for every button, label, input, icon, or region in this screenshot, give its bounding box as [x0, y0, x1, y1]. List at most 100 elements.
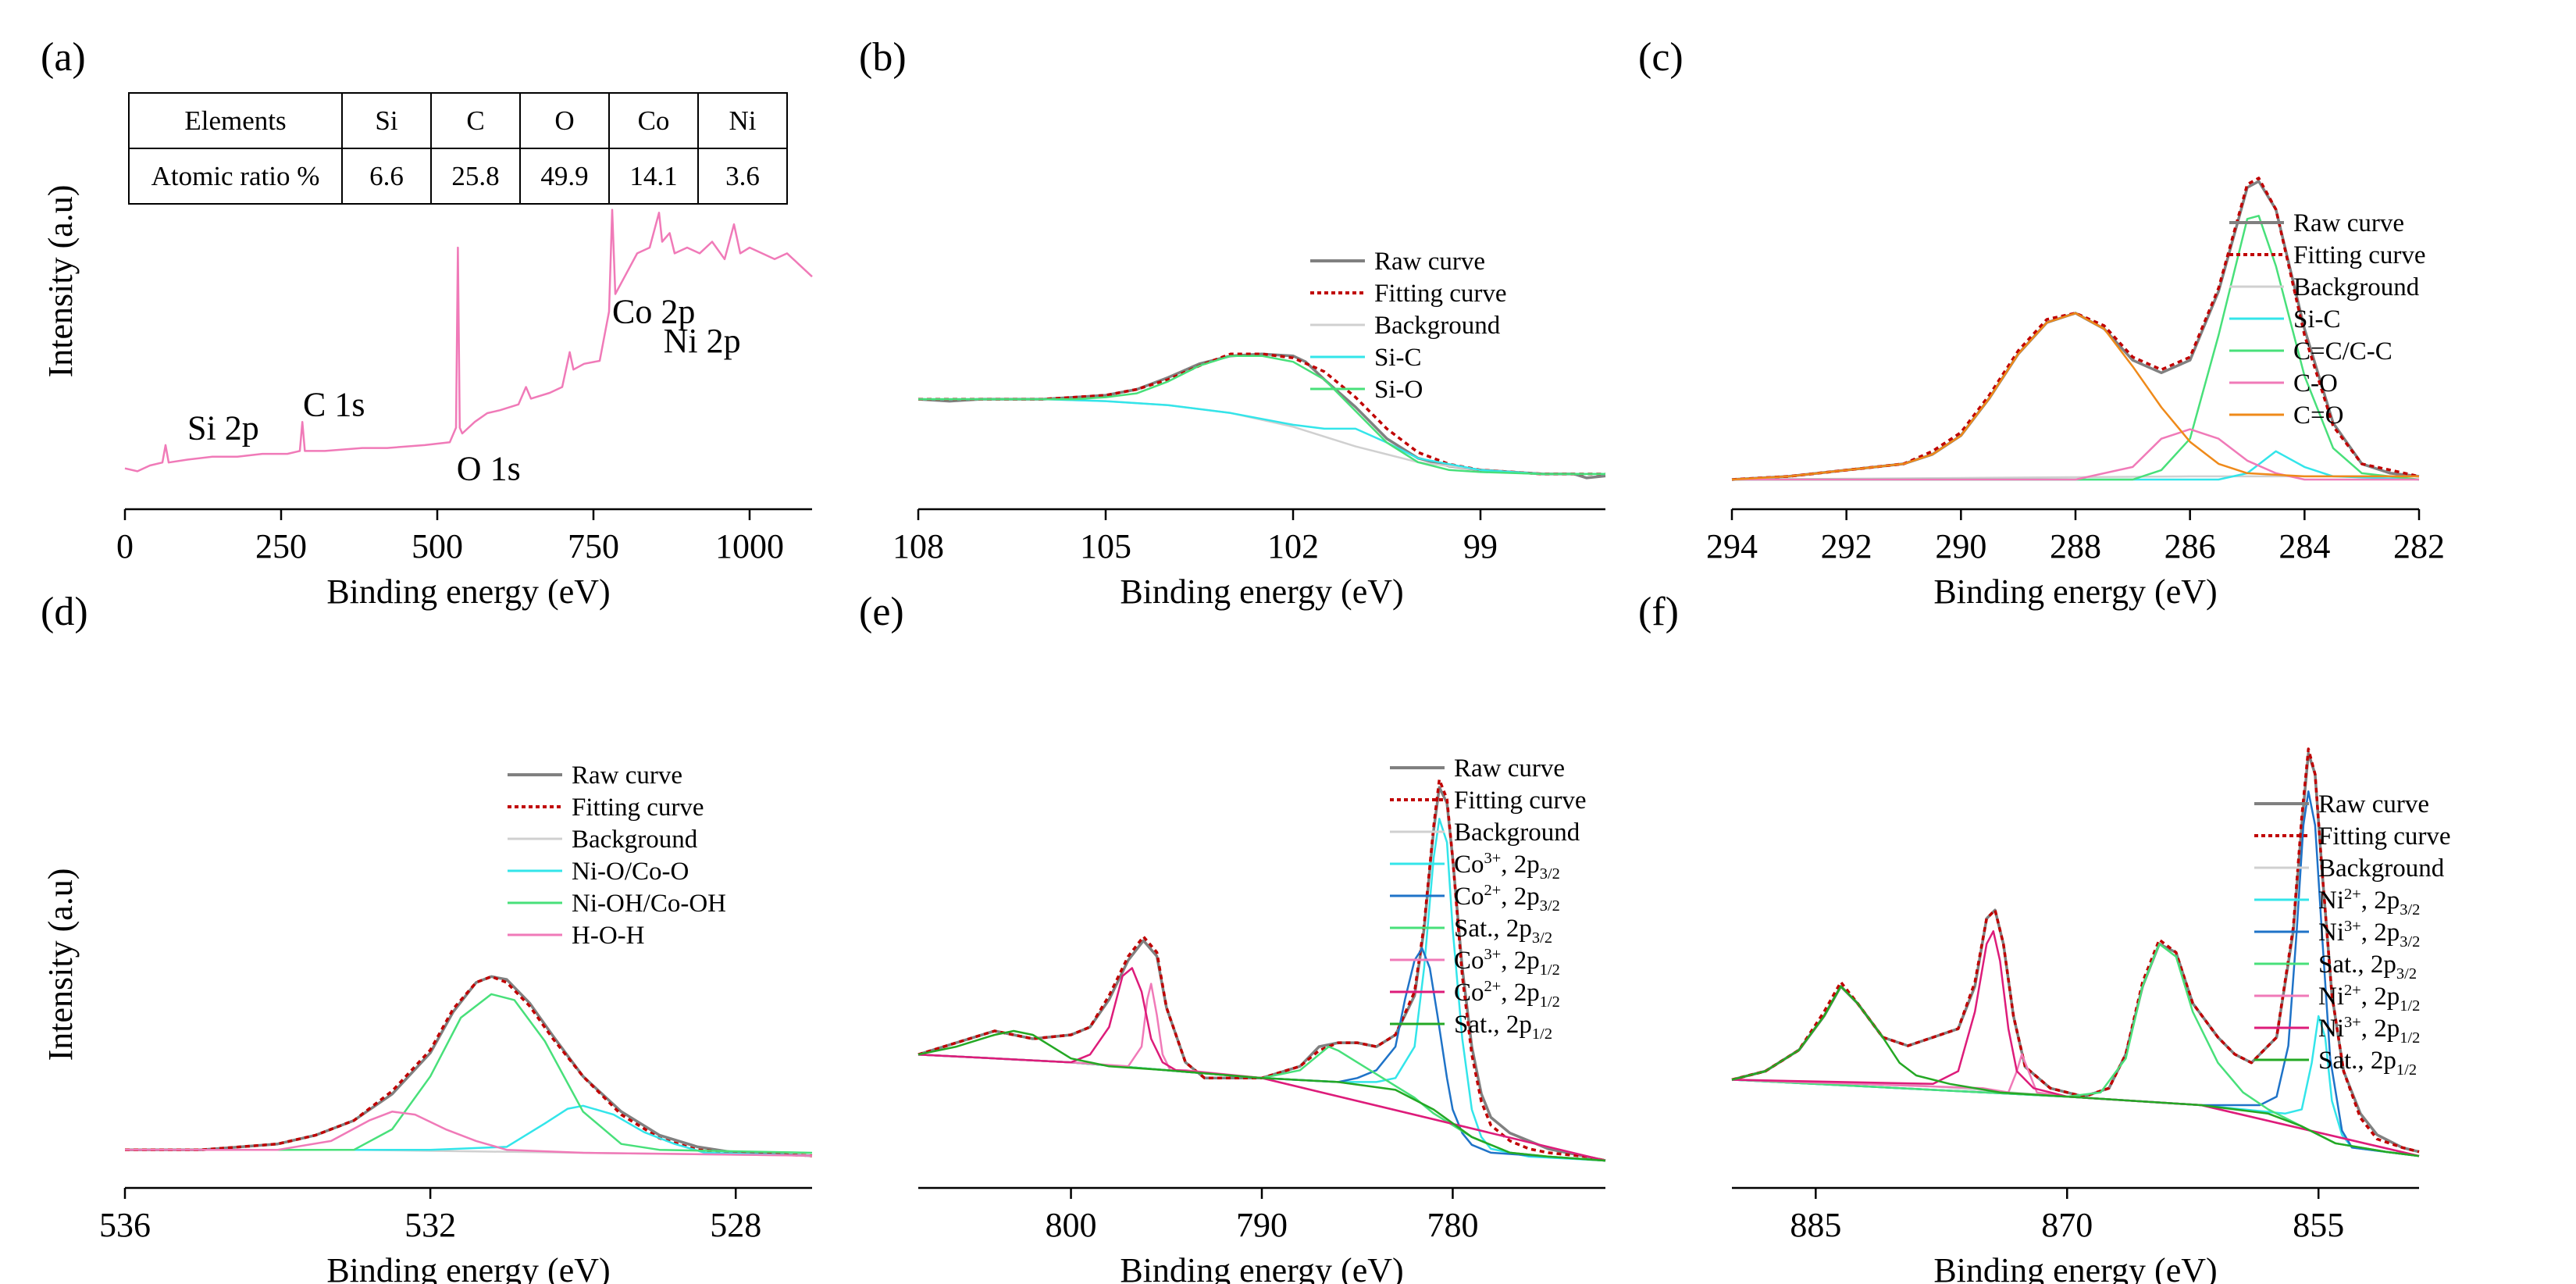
legend: Raw curve Fitting curve Background Co3+, 2p…	[1390, 754, 1587, 1043]
x-tick-label: 800	[1046, 1206, 1097, 1244]
series-line	[917, 352, 1606, 480]
x-tick-label: 870	[2041, 1206, 2093, 1244]
legend: Raw curve Fitting curve Background Ni-O/Co-…	[508, 761, 726, 950]
legend-label: Co3+, 2p3/2	[1454, 850, 1560, 883]
legend-label: Raw curve	[2293, 209, 2404, 237]
series-line	[917, 1053, 1606, 1162]
legend: Raw curve Fitting curve Background Ni2+, 2p…	[2254, 790, 2451, 1079]
series-line	[1731, 930, 2420, 1157]
x-tick-label: 250	[255, 527, 307, 565]
series-line	[917, 1045, 1606, 1162]
legend-label: Ni2+, 2p3/2	[2318, 886, 2420, 918]
table-cell: 14.1	[608, 148, 699, 205]
table-cell: Co	[608, 92, 699, 149]
series-line	[1731, 985, 2420, 1157]
panel-label: (e)	[859, 590, 904, 634]
panel-label: (c)	[1638, 35, 1683, 80]
x-tick-label: 108	[893, 527, 944, 565]
table-cell: O	[519, 92, 610, 149]
panel-label: (b)	[859, 35, 907, 80]
panel-d: (d) 536 532 528 Binding energy (eV) Intensity…	[41, 590, 813, 1284]
series-line	[125, 1104, 813, 1157]
series-line	[1731, 747, 2420, 1154]
peak-annotation: O 1s	[457, 450, 521, 488]
series-line	[918, 398, 1605, 476]
x-tick-label: 284	[2278, 527, 2330, 565]
legend-label: Fitting curve	[2293, 241, 2426, 269]
series-line	[1731, 790, 2420, 1157]
legend-label: C-O	[2293, 369, 2338, 398]
legend-label: Co2+, 2p3/2	[1454, 882, 1560, 915]
series-line	[1732, 215, 2420, 481]
series-line	[125, 975, 813, 1157]
series-line	[1731, 1015, 2420, 1157]
x-tick-label: 292	[1821, 527, 1872, 565]
series-line	[125, 1111, 813, 1157]
x-tick-label: 1000	[715, 527, 784, 565]
peak-annotation: Si 2p	[187, 408, 259, 447]
x-axis-label: Binding energy (eV)	[1933, 1251, 2217, 1284]
legend-label: Background	[572, 826, 698, 854]
series-line	[124, 209, 813, 473]
x-tick-label: 102	[1267, 527, 1319, 565]
table-cell: 49.9	[519, 148, 610, 205]
legend-label: Raw curve	[1454, 754, 1565, 783]
panel-label: (d)	[41, 590, 88, 634]
table-cell: 25.8	[430, 148, 521, 205]
x-tick-label: 528	[710, 1206, 761, 1244]
legend-label: Si-O	[1374, 376, 1423, 404]
table-cell: C	[430, 92, 521, 149]
series-line	[1731, 943, 2420, 1157]
legend-label: C=O	[2293, 401, 2343, 430]
panel-a: (a) 0 250 500 750 1000 Binding energy (eV) Inte…	[41, 35, 813, 611]
x-tick-label: 780	[1427, 1206, 1478, 1244]
x-tick-label: 750	[568, 527, 619, 565]
panel-label: (a)	[41, 35, 86, 80]
legend-label: C=C/C-C	[2293, 337, 2393, 366]
legend-label: Background	[1454, 819, 1580, 847]
legend-label: Background	[2318, 854, 2445, 883]
legend-label: Fitting curve	[1374, 280, 1507, 308]
x-axis-label: Binding energy (eV)	[326, 1251, 610, 1284]
series-line	[918, 352, 1605, 476]
peak-annotation: Co 2p	[612, 293, 695, 331]
legend-label: Sat., 2p1/2	[1454, 1011, 1552, 1043]
table-cell: Si	[341, 92, 432, 149]
legend-label: H-O-H	[572, 922, 644, 950]
table-cell: Ni	[697, 92, 788, 149]
legend-label: Fitting curve	[1454, 786, 1587, 815]
legend-label: Raw curve	[572, 761, 682, 790]
x-tick-label: 532	[404, 1206, 456, 1244]
panel-f: (f) 885 870 855 Binding energy (eV) Raw curve…	[1638, 590, 2451, 1284]
x-tick-label: 99	[1463, 527, 1498, 565]
x-tick-label: 288	[2050, 527, 2101, 565]
legend-label: Background	[2293, 273, 2420, 301]
x-tick-label: 294	[1706, 527, 1758, 565]
legend-label: Fitting curve	[2318, 822, 2451, 851]
table-value-row: Atomic ratio % 6.6 25.8 49.9 14.1 3.6	[128, 148, 788, 205]
panel-label: (f)	[1638, 590, 1679, 634]
x-tick-label: 500	[412, 527, 463, 565]
x-tick-label: 290	[1935, 527, 1986, 565]
x-tick-label: 536	[99, 1206, 151, 1244]
table-cell: Elements	[128, 92, 343, 149]
legend-label: Ni2+, 2p1/2	[2318, 982, 2420, 1015]
table-cell: Atomic ratio %	[128, 148, 343, 205]
panel-e: (e) 800 790 780 Binding energy (eV) Raw curve…	[859, 590, 1606, 1284]
table-header-row: Elements Si C O Co Ni	[128, 92, 788, 149]
series-line	[1731, 312, 2419, 481]
panel-b: (b) 108 105 102 99 Binding energy (eV) Raw cur…	[859, 35, 1606, 611]
legend-label: Co2+, 2p1/2	[1454, 978, 1560, 1011]
series-line	[918, 398, 1605, 476]
legend: Raw curve Fitting curve Background Si-C C=C/…	[2229, 209, 2426, 430]
series-line	[125, 993, 813, 1154]
series-line	[1731, 751, 2420, 1154]
legend-label: Co3+, 2p1/2	[1454, 946, 1560, 979]
x-axis-label: Binding energy (eV)	[1120, 1251, 1403, 1284]
series-line	[1731, 1053, 2420, 1157]
legend-label: Ni-O/Co-O	[572, 858, 689, 886]
x-tick-label: 885	[1790, 1206, 1841, 1244]
atomic-ratio-table: Elements Si C O Co Ni Atomic ratio % 6.6…	[128, 92, 788, 205]
x-tick-label: 0	[116, 527, 134, 565]
series-line	[917, 778, 1606, 1162]
